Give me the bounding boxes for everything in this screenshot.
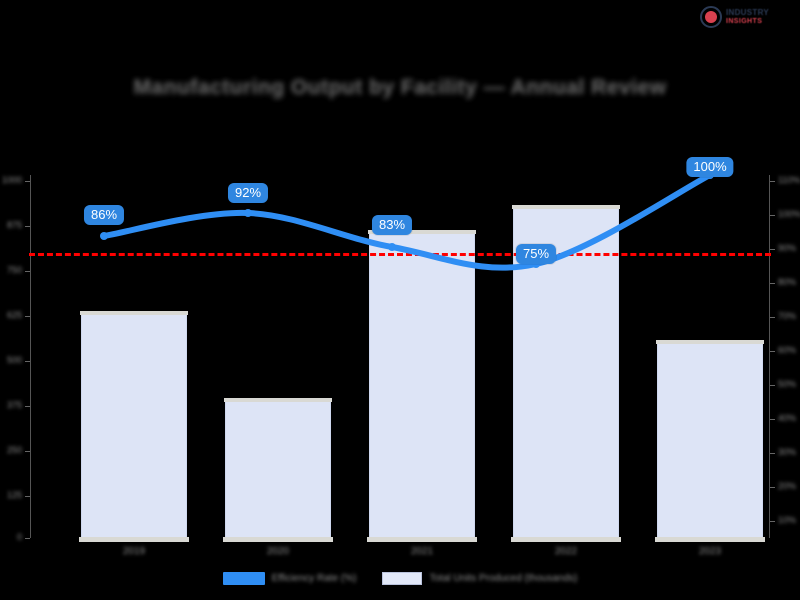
y-axis-right-tick-label: 80% — [778, 277, 797, 287]
logo-wordmark: INDUSTRY INSIGHTS — [726, 8, 769, 26]
y-axis-left-tick-label: 250 — [6, 445, 22, 455]
y-axis-right-tick-label: 10% — [778, 515, 797, 525]
y-axis-right-tick-label: 100% — [778, 209, 800, 219]
logo-mark-icon — [700, 6, 722, 28]
y-axis-right-tick — [770, 181, 775, 182]
x-axis-tick-label: 2022 — [554, 546, 578, 557]
data-label: 100% — [686, 157, 734, 177]
data-label: 75% — [515, 244, 557, 264]
y-axis-left-tick — [25, 181, 30, 182]
y-axis-right-tick-label: 30% — [778, 447, 797, 457]
data-label: 86% — [83, 205, 125, 225]
y-axis-left-tick — [25, 271, 30, 272]
y-axis-left-tick-label: 125 — [6, 490, 22, 500]
bar[interactable] — [223, 398, 333, 542]
y-axis-left-tick — [25, 226, 30, 227]
y-axis-left-tick-label: 0 — [16, 532, 22, 542]
y-axis-right-tick — [770, 487, 775, 488]
plot-area: 1000 875 750 625 500 375 250 125 0 110% 100% 90% 80… — [2, 157, 800, 542]
y-axis-left-line — [30, 175, 31, 538]
y-axis-right-tick-label: 60% — [778, 345, 797, 355]
y-axis-right-line — [769, 175, 770, 538]
threshold-line — [29, 253, 771, 256]
y-axis-left-tick-label: 750 — [6, 265, 22, 275]
line-point[interactable] — [100, 232, 108, 240]
y-axis-right-tick-label: 20% — [778, 481, 797, 491]
y-axis-left-tick — [25, 496, 30, 497]
y-axis-left-tick-label: 875 — [6, 220, 22, 230]
legend-label-bar: Total Units Produced (thousands) — [429, 573, 578, 584]
data-label: 83% — [371, 215, 413, 235]
y-axis-right-tick-label: 50% — [778, 379, 797, 389]
y-axis-right-tick — [770, 215, 775, 216]
x-axis-tick-label: 2020 — [266, 546, 290, 557]
y-axis-right-tick — [770, 453, 775, 454]
y-axis-left-tick — [25, 451, 30, 452]
logo-line-2: INSIGHTS — [726, 18, 763, 25]
y-axis-right-tick — [770, 317, 775, 318]
y-axis-right-tick — [770, 283, 775, 284]
legend-swatch-line — [222, 572, 265, 585]
y-axis-left-tick-label: 500 — [6, 355, 22, 365]
chart-legend: Efficiency Rate (%) Total Units Produced… — [0, 572, 800, 585]
logo-line-1: INDUSTRY — [726, 8, 769, 17]
legend-swatch-bar — [382, 572, 423, 585]
legend-item-bar[interactable]: Total Units Produced (thousands) — [382, 572, 577, 585]
y-axis-right-tick-label: 70% — [778, 311, 797, 321]
company-logo: INDUSTRY INSIGHTS — [700, 3, 792, 31]
legend-item-line[interactable]: Efficiency Rate (%) — [222, 572, 357, 585]
y-axis-right-tick — [770, 249, 775, 250]
legend-label-line: Efficiency Rate (%) — [271, 573, 357, 584]
chart-title: Manufacturing Output by Facility — Annua… — [133, 76, 667, 99]
y-axis-right-tick-label: 110% — [778, 175, 800, 185]
y-axis-left-tick-label: 375 — [6, 400, 22, 410]
line-point[interactable] — [244, 209, 252, 217]
bar[interactable] — [79, 311, 189, 542]
x-axis-tick-label: 2019 — [122, 546, 146, 557]
y-axis-left-tick — [25, 538, 30, 539]
y-axis-right-tick — [770, 419, 775, 420]
y-axis-right-tick — [770, 351, 775, 352]
y-axis-right-tick-label: 40% — [778, 413, 797, 423]
data-label: 92% — [227, 183, 269, 203]
y-axis-left-tick — [25, 406, 30, 407]
y-axis-left-tick — [25, 316, 30, 317]
y-axis-left-tick-label: 1000 — [1, 175, 22, 185]
line-point[interactable] — [388, 243, 396, 251]
y-axis-right-tick-label: 90% — [778, 243, 797, 253]
bar[interactable] — [655, 340, 765, 542]
y-axis-left-tick — [25, 361, 30, 362]
y-axis-right-tick — [770, 521, 775, 522]
bar[interactable] — [367, 230, 477, 542]
x-axis-tick-label: 2021 — [410, 546, 434, 557]
x-axis-tick-label: 2023 — [698, 546, 722, 557]
y-axis-left-tick-label: 625 — [6, 310, 22, 320]
y-axis-right-tick — [770, 385, 775, 386]
